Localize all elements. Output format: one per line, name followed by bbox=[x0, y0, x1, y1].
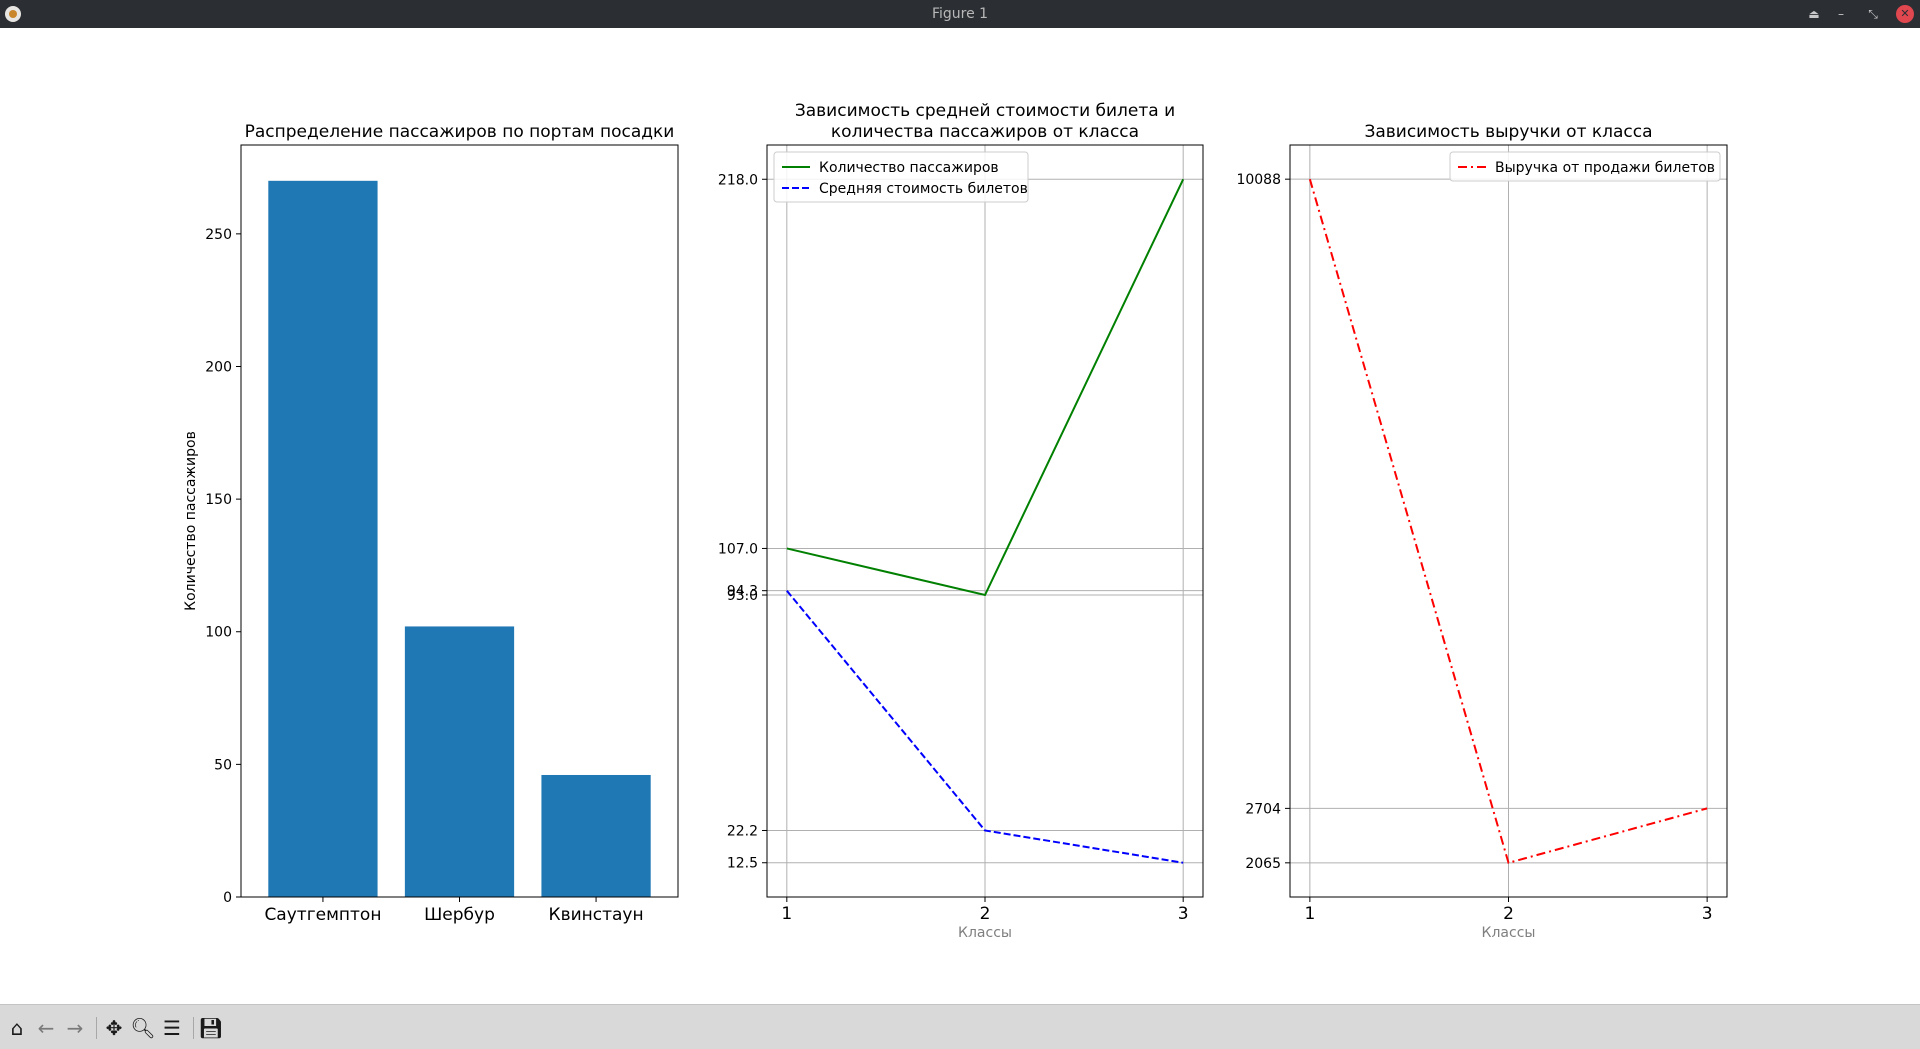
y-tick-label: 12.5 bbox=[727, 856, 758, 872]
legend-entry: Выручка от продажи билетов bbox=[1495, 160, 1715, 176]
bar-Квинстаун bbox=[541, 774, 651, 897]
app-icon bbox=[5, 6, 21, 22]
y-tick-label: 150 bbox=[205, 492, 232, 508]
revenue-chart-title-line: Зависимость выручки от класса bbox=[1364, 122, 1652, 142]
y-tick-label: 93.0 bbox=[727, 588, 758, 604]
x-tick-label: 3 bbox=[1702, 904, 1713, 924]
y-tick-label: 10088 bbox=[1236, 172, 1281, 188]
y-tick-label: 0 bbox=[223, 890, 232, 906]
pan-button[interactable]: ✥ bbox=[105, 1016, 123, 1040]
maximize-button[interactable]: ⤡ bbox=[1868, 7, 1878, 21]
y-tick-label: 94.3 bbox=[727, 584, 758, 600]
close-button[interactable]: ✕ bbox=[1896, 5, 1914, 23]
y-axis-label: Количество пассажиров bbox=[183, 431, 199, 611]
bar-Саутгемптон bbox=[268, 180, 378, 898]
toolbar-separator bbox=[96, 1017, 97, 1039]
y-tick-label: 50 bbox=[214, 757, 232, 773]
category-label: Квинстаун bbox=[549, 905, 644, 925]
minimize-button[interactable]: – bbox=[1838, 7, 1844, 21]
toolbar-separator bbox=[193, 1017, 194, 1039]
home-button[interactable]: ⌂ bbox=[10, 1016, 24, 1040]
window-titlebar: Figure 1 ⏏ – ⤡ ✕ bbox=[0, 0, 1920, 28]
figure-svg: 0 50 100 150 200 250 Саутгемптон Шербур Квинстау… bbox=[183, 101, 1728, 941]
navigation-toolbar: ⌂ ← → ✥ 🔍︎ ☰ 💾︎ bbox=[0, 1004, 1920, 1049]
x-tick-label: 2 bbox=[980, 904, 991, 924]
y-tick-label: 218.0 bbox=[718, 172, 758, 188]
back-button[interactable]: ← bbox=[37, 1016, 55, 1040]
x-tick-label: 2 bbox=[1503, 904, 1514, 924]
window-title: Figure 1 bbox=[931, 6, 989, 22]
legend-box bbox=[1449, 151, 1721, 182]
x-tick-label: 3 bbox=[1178, 904, 1189, 924]
x-tick-label: 1 bbox=[781, 904, 792, 924]
series-line-Количество пассажиров bbox=[786, 178, 1185, 597]
series-line-Выручка от продажи билетов bbox=[1308, 178, 1708, 865]
y-tick-label: 22.2 bbox=[727, 823, 758, 839]
save-button[interactable]: 💾︎ bbox=[198, 1016, 224, 1040]
price-passenger-chart-title-line: Зависимость средней стоимости билета и bbox=[795, 101, 1175, 121]
price-passenger-chart-title-line: количества пассажиров от класса bbox=[831, 122, 1139, 142]
figure-canvas: 0 50 100 150 200 250 Саутгемптон Шербур Квинстау… bbox=[0, 28, 1920, 1004]
y-tick-label: 107.0 bbox=[718, 541, 758, 557]
keep-above-button[interactable]: ⏏ bbox=[1808, 7, 1820, 21]
x-axis-label: Классы bbox=[1482, 925, 1536, 941]
legend-entry: Количество пассажиров bbox=[819, 160, 999, 176]
forward-button[interactable]: → bbox=[66, 1016, 84, 1040]
legend-box bbox=[773, 151, 1029, 203]
series-line-Средняя стоимость билетов bbox=[786, 590, 1184, 864]
y-tick-label: 200 bbox=[205, 359, 232, 375]
zoom-button[interactable]: 🔍︎ bbox=[130, 1016, 156, 1040]
x-tick-label: 1 bbox=[1304, 904, 1315, 924]
legend-entry: Средняя стоимость билетов bbox=[819, 181, 1028, 197]
category-label: Шербур bbox=[424, 905, 495, 925]
bar-Шербур bbox=[404, 626, 515, 897]
category-label: Саутгемптон bbox=[264, 905, 381, 925]
y-tick-label: 100 bbox=[205, 625, 232, 641]
y-tick-label: 2704 bbox=[1245, 801, 1281, 817]
subplots-button[interactable]: ☰ bbox=[163, 1016, 181, 1040]
x-axis-label: Классы bbox=[958, 925, 1012, 941]
bar-chart-title-line: Распределение пассажиров по портам посад… bbox=[245, 122, 675, 142]
y-tick-label: 2065 bbox=[1245, 856, 1281, 872]
y-tick-label: 250 bbox=[205, 227, 232, 243]
